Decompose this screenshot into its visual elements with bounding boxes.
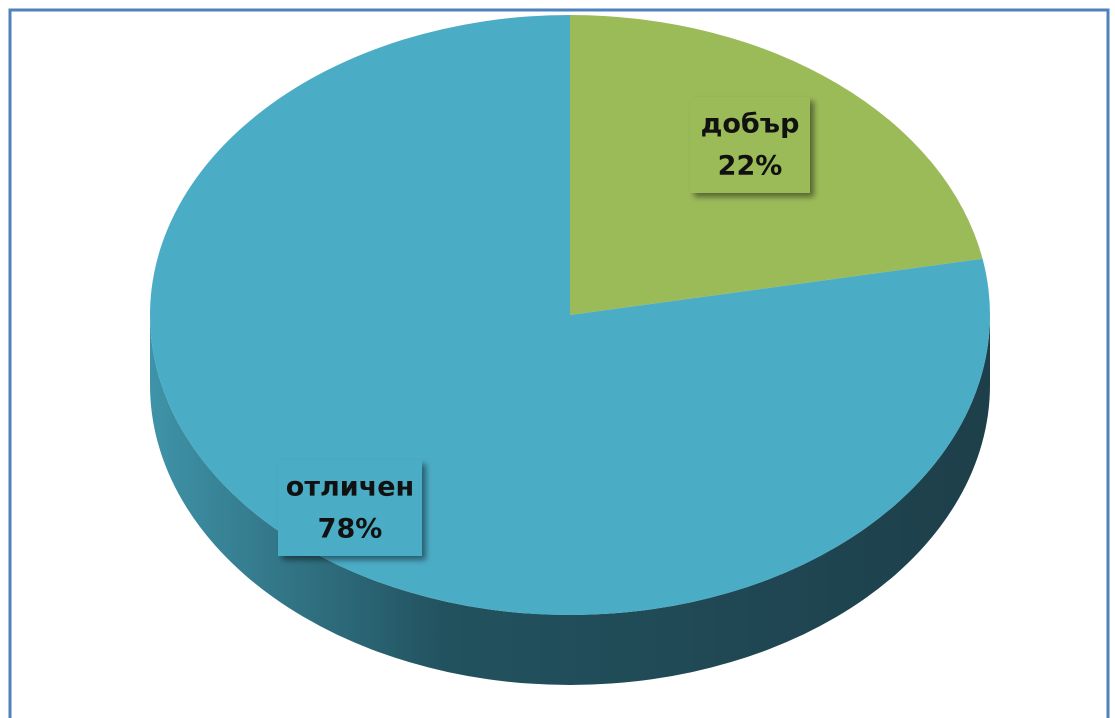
value-label: 22% xyxy=(718,151,783,182)
pie-side xyxy=(150,315,990,685)
label-box xyxy=(278,460,422,556)
labels: добър 22% отличен 78% xyxy=(278,97,810,556)
category-label: добър xyxy=(701,109,800,140)
pie xyxy=(150,15,991,685)
category-label: отличен xyxy=(286,472,414,503)
frame xyxy=(8,8,1110,718)
value-label: 78% xyxy=(318,514,383,545)
label-box xyxy=(690,97,810,193)
